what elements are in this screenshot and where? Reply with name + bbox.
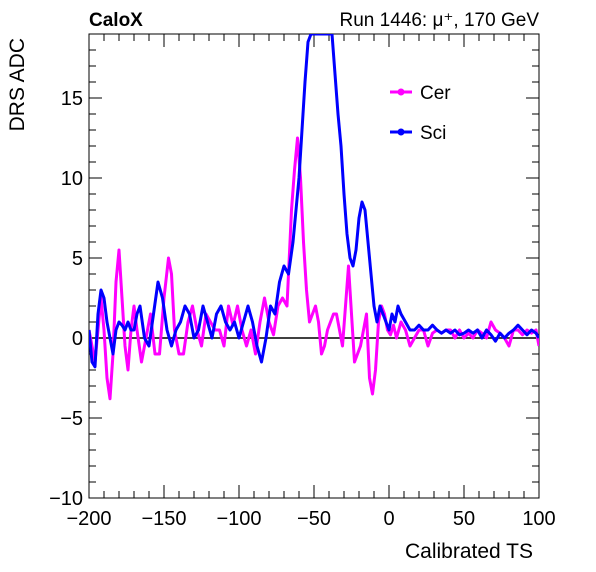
legend-marker-sci xyxy=(397,128,405,136)
y-tick-label: 15 xyxy=(61,88,83,110)
y-tick-label: 0 xyxy=(72,328,83,350)
legend-label-cer: Cer xyxy=(420,83,451,104)
header-left-label: CaloX xyxy=(89,10,143,31)
legend-label-sci: Sci xyxy=(420,123,446,144)
series-line-sci xyxy=(89,34,539,369)
x-ticks xyxy=(88,34,540,498)
x-tick-label: −50 xyxy=(297,508,331,530)
x-tick-label: 0 xyxy=(383,508,394,530)
legend: Cer Sci xyxy=(390,83,451,144)
x-axis-label: Calibrated TS xyxy=(405,540,533,563)
plot-frame xyxy=(88,33,540,499)
x-tick-label: 50 xyxy=(453,508,475,530)
y-tick-label: 10 xyxy=(61,168,83,190)
x-tick-label: −200 xyxy=(66,508,111,530)
y-tick-labels: −10 −5 0 5 10 15 xyxy=(49,88,83,510)
x-tick-label: −150 xyxy=(141,508,186,530)
series-layer xyxy=(89,34,539,401)
y-axis-label: DRS ADC xyxy=(6,38,29,131)
header-right-label: Run 1446: μ⁺, 170 GeV xyxy=(340,10,540,31)
y-tick-label: 5 xyxy=(72,248,83,270)
legend-marker-cer xyxy=(397,88,405,96)
y-tick-label: −5 xyxy=(60,408,83,430)
y-tick-label: −10 xyxy=(49,488,83,510)
x-tick-label: 100 xyxy=(522,508,555,530)
x-tick-label: −100 xyxy=(216,508,261,530)
x-tick-labels: −200 −150 −100 −50 0 50 100 xyxy=(66,508,555,530)
